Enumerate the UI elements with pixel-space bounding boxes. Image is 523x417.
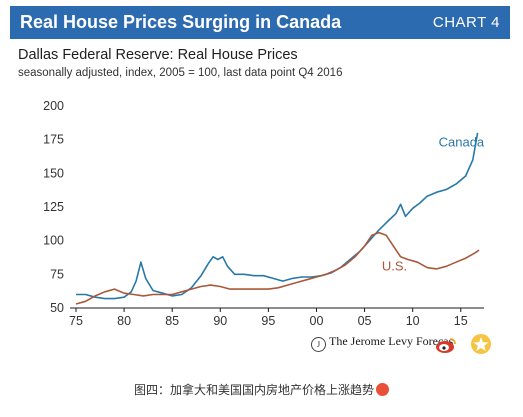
x-tick-label: 80 xyxy=(117,314,131,328)
y-tick-label: 100 xyxy=(43,234,64,248)
y-tick-label: 175 xyxy=(43,133,64,147)
figure-caption-text: 图四：加拿大和美国国内房地产价格上涨趋势 xyxy=(133,383,374,397)
series-line-us xyxy=(75,231,480,305)
x-tick-label: 15 xyxy=(454,314,468,328)
x-tick-label: 75 xyxy=(69,314,83,328)
y-tick-label: 75 xyxy=(50,267,64,281)
weibo-icon[interactable] xyxy=(435,336,457,354)
y-tick-label: 150 xyxy=(43,166,64,180)
figure-caption: 图四：加拿大和美国国内房地产价格上涨趋势 xyxy=(0,381,523,398)
chart-subtitle: Dallas Federal Reserve: Real House Price… xyxy=(18,47,298,63)
x-tick-label: 85 xyxy=(165,314,179,328)
x-tick-label: 95 xyxy=(261,314,275,328)
star-badge-icon[interactable] xyxy=(470,333,492,355)
source-credit: J The Jerome Levy Forecas xyxy=(311,334,453,352)
x-tick-label: 05 xyxy=(358,314,372,328)
series-label-us: U.S. xyxy=(382,258,407,273)
weibo-logo-icon xyxy=(376,383,389,396)
series-line-canada xyxy=(76,132,479,300)
y-tick-label: 50 xyxy=(50,301,64,315)
levy-logo-icon: J xyxy=(311,337,326,352)
chart-headline: Real House Prices Surging in Canada xyxy=(20,12,342,32)
x-tick-label: 90 xyxy=(213,314,227,328)
x-tick-label: 10 xyxy=(406,314,420,328)
y-tick-label: 200 xyxy=(43,99,64,113)
series-label-canada: Canada xyxy=(439,134,485,149)
chart-title-banner: Real House Prices Surging in Canada CHAR… xyxy=(10,6,510,39)
source-credit-text: The Jerome Levy Forecas xyxy=(329,334,454,348)
chart-number-tag: CHART 4 xyxy=(432,14,500,31)
y-tick-label: 125 xyxy=(43,200,64,214)
x-tick-label: 00 xyxy=(310,314,324,328)
chart-data-note: seasonally adjusted, index, 2005 = 100, … xyxy=(18,67,343,79)
